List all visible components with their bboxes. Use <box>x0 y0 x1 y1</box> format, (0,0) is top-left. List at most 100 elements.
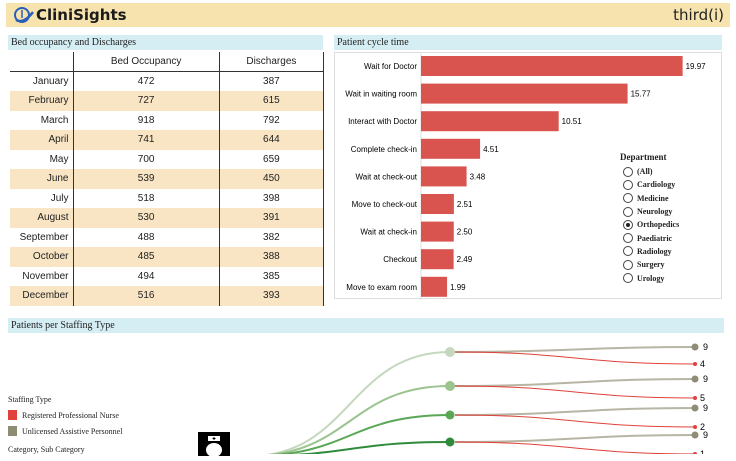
bar[interactable] <box>421 194 454 214</box>
bar-category-label: Wait in waiting room <box>345 90 417 99</box>
radio-button[interactable] <box>623 219 633 230</box>
option-label: Surgery <box>637 260 665 270</box>
bed-occupancy-cell: 518 <box>73 188 220 208</box>
bed-occupancy-cell: 727 <box>73 91 220 111</box>
department-option[interactable]: Surgery <box>620 258 679 271</box>
radio-button[interactable] <box>623 246 633 257</box>
bed-occupancy-cell: 516 <box>73 286 220 306</box>
month-cell: June <box>10 169 74 189</box>
department-option[interactable]: Neurology <box>620 205 679 218</box>
uap-count: 9 <box>703 430 708 440</box>
sankey-node[interactable] <box>445 410 455 420</box>
month-cell: January <box>10 71 74 91</box>
bar-value-label: 2.49 <box>457 255 473 264</box>
department-option[interactable]: Cardiology <box>620 178 679 191</box>
radio-button[interactable] <box>623 166 633 177</box>
rpn-count: 2 <box>700 422 705 432</box>
radio-button[interactable] <box>623 233 633 244</box>
radio-button[interactable] <box>623 179 633 190</box>
bar[interactable] <box>421 83 628 104</box>
bed-section-title: Bed occupancy and Discharges <box>8 35 323 50</box>
month-cell: October <box>10 247 74 267</box>
discharges-cell: 659 <box>219 149 325 169</box>
sankey-node[interactable] <box>445 437 455 447</box>
bed-occupancy-cell: 488 <box>73 227 220 247</box>
option-label: Radiology <box>637 246 672 256</box>
table-row: May 700 659 <box>10 149 325 169</box>
department-option[interactable]: Orthopedics <box>620 218 679 231</box>
bar[interactable] <box>421 166 467 187</box>
table-row: October 485 388 <box>10 247 325 267</box>
bed-occupancy-table: Bed Occupancy Discharges January 472 387 Feb… <box>10 52 325 306</box>
option-label: Neurology <box>637 207 673 217</box>
radio-button[interactable] <box>623 206 633 217</box>
discharges-cell: 398 <box>219 188 325 208</box>
department-option[interactable]: Paediatric <box>620 231 679 244</box>
sankey-link <box>291 441 451 454</box>
bar[interactable] <box>421 111 559 132</box>
bed-occupancy-cell: 530 <box>73 208 220 228</box>
sankey-link-uap <box>454 434 696 443</box>
bar[interactable] <box>421 56 683 76</box>
rpn-node[interactable] <box>693 362 697 366</box>
department-option[interactable]: Radiology <box>620 245 679 258</box>
month-cell: February <box>10 91 74 111</box>
sankey-link <box>266 351 451 454</box>
sankey-link <box>274 414 451 454</box>
table-row: February 727 615 <box>10 91 325 111</box>
table-row: December 516 393 <box>10 286 325 306</box>
department-option[interactable]: Medicine <box>620 192 679 205</box>
table-row: July 518 398 <box>10 188 325 208</box>
bar[interactable] <box>421 276 448 297</box>
bar-value-label: 2.51 <box>457 200 473 209</box>
bar-value-label: 1.99 <box>450 283 466 292</box>
table-row: January 472 387 <box>10 71 325 91</box>
bar-value-label: 19.97 <box>686 62 707 71</box>
sankey-link <box>268 385 451 454</box>
legend-label: Registered Professional Nurse <box>22 410 119 420</box>
bar[interactable] <box>421 138 481 159</box>
radio-button[interactable] <box>623 193 633 204</box>
table-row: August 530 391 <box>10 208 325 228</box>
department-option[interactable]: Urology <box>620 271 679 284</box>
discharges-cell: 388 <box>219 247 325 267</box>
uap-node[interactable] <box>691 404 699 412</box>
bed-occupancy-cell: 472 <box>73 71 220 91</box>
radio-button[interactable] <box>623 273 633 284</box>
rpn-node[interactable] <box>693 425 697 429</box>
legend-label: Unlicensed Assistive Personnel <box>22 426 123 436</box>
uap-count: 9 <box>703 342 708 352</box>
radio-button[interactable] <box>623 259 633 270</box>
uap-node[interactable] <box>691 431 699 439</box>
bar-category-label: Wait at check-in <box>360 228 417 237</box>
department-option[interactable]: (All) <box>620 165 679 178</box>
sankey-node[interactable] <box>445 381 455 391</box>
cycle-section-title: Patient cycle time <box>334 35 722 50</box>
rpn-node[interactable] <box>693 396 697 400</box>
uap-node[interactable] <box>691 375 699 383</box>
bar-category-label: Wait for Doctor <box>364 62 417 71</box>
legend-item-rpn[interactable]: Registered Professional Nurse <box>8 410 122 420</box>
bar[interactable] <box>421 221 454 242</box>
sankey-link-rpn <box>454 385 696 399</box>
bar-value-label: 2.50 <box>457 228 473 237</box>
bar-category-label: Complete check-in <box>351 145 417 154</box>
brand-name: CliniSights <box>36 6 127 24</box>
legend-item-uap[interactable]: Unlicensed Assistive Personnel <box>8 426 122 436</box>
legend-title: Staffing Type <box>8 395 52 404</box>
table-row: March 918 792 <box>10 110 325 130</box>
staffing-section-title: Patients per Staffing Type <box>8 318 724 333</box>
bar-value-label: 3.48 <box>470 172 486 181</box>
header-bar: CliniSights third(i) <box>6 3 730 27</box>
category-label: Category, Sub Category <box>8 445 85 454</box>
bar[interactable] <box>421 249 454 270</box>
sankey-node[interactable] <box>445 347 455 357</box>
brand-logo[interactable]: CliniSights <box>12 6 127 24</box>
nurse-icon <box>198 432 230 457</box>
discharges-cell: 792 <box>219 110 325 130</box>
bed-occupancy-cell: 485 <box>73 247 220 267</box>
col-header: Discharges <box>219 52 325 72</box>
option-label: (All) <box>637 167 653 177</box>
month-cell: May <box>10 149 74 169</box>
uap-node[interactable] <box>691 343 699 351</box>
